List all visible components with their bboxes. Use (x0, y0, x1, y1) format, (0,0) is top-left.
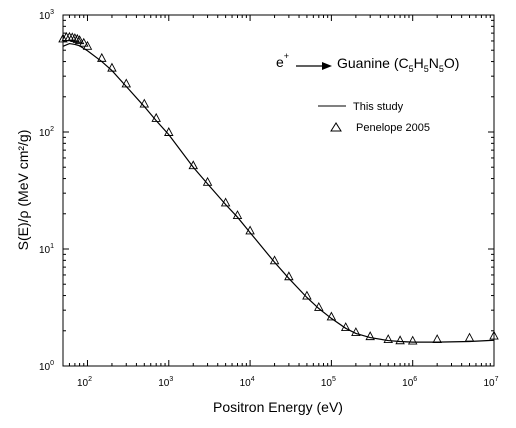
x-tick-label: 104 (240, 376, 255, 389)
series-penelope-2005 (58, 31, 499, 345)
particle-charge: + (284, 51, 289, 61)
y-axis-label: S(E)/ρ (MeV cm²/g) (15, 130, 31, 251)
penelope-point (284, 271, 294, 281)
penelope-point (340, 322, 351, 332)
y-tick-labels: 100 101 102 103 (39, 9, 54, 373)
penelope-point (232, 210, 243, 220)
legend-label-penelope: Penelope 2005 (356, 122, 430, 134)
penelope-point (365, 331, 375, 341)
line-this-study (62, 42, 495, 343)
penelope-point (70, 33, 80, 43)
legend-label-this-study: This study (353, 101, 404, 113)
penelope-point (121, 78, 132, 88)
target-label: Guanine (C5H5N5O) (337, 55, 459, 74)
x-tick-label: 105 (321, 376, 336, 389)
y-tick-label: 102 (39, 126, 54, 139)
x-axis-label: Positron Energy (eV) (213, 399, 343, 415)
x-tick-label: 107 (483, 376, 498, 389)
y-tick-label: 103 (39, 9, 54, 22)
penelope-point (139, 98, 150, 108)
penelope-point (245, 225, 255, 235)
penelope-point (432, 334, 442, 343)
y-tick-label: 100 (39, 360, 54, 373)
tick-marks (62, 14, 495, 367)
x-tick-label: 102 (77, 376, 92, 389)
legend: This study Penelope 2005 (318, 101, 430, 134)
penelope-point (351, 327, 361, 337)
penelope-point (326, 311, 337, 321)
penelope-point (58, 33, 68, 43)
penelope-point (67, 32, 78, 42)
x-tick-label: 103 (158, 376, 173, 389)
reaction-arrow-head (322, 62, 332, 70)
penelope-point (407, 335, 418, 345)
series-this-study (62, 42, 495, 343)
penelope-point (220, 197, 231, 207)
penelope-point (302, 290, 312, 300)
penelope-point (72, 33, 83, 43)
penelope-point (202, 176, 213, 186)
penelope-point (164, 127, 174, 136)
penelope-point (489, 330, 499, 340)
penelope-point (269, 255, 280, 265)
svg-text:e+: e+ (276, 51, 289, 70)
reaction-annotation: e+ Guanine (C5H5N5O) (276, 51, 459, 74)
legend-triangle-marker (330, 122, 342, 132)
penelope-point (97, 52, 107, 62)
y-tick-label: 101 (39, 243, 54, 256)
penelope-point (151, 112, 161, 122)
x-tick-labels: 102 103 104 105 106 107 (77, 376, 499, 389)
penelope-point (464, 332, 475, 342)
penelope-point (188, 160, 199, 170)
particle-label: e (276, 54, 284, 70)
x-tick-label: 106 (402, 376, 417, 389)
penelope-point (107, 62, 117, 72)
penelope-point (314, 301, 324, 311)
penelope-point (383, 334, 393, 343)
penelope-point (82, 40, 93, 50)
penelope-point (395, 335, 405, 345)
penelope-point (79, 37, 89, 47)
plot-area (62, 14, 495, 367)
penelope-point (74, 35, 85, 45)
